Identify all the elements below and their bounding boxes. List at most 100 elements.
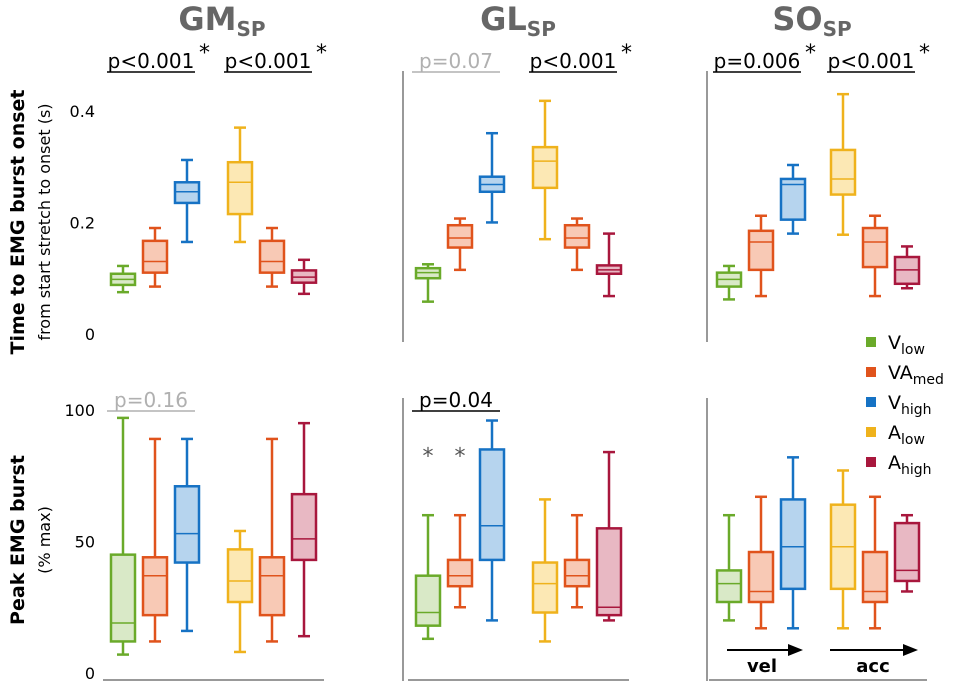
box-iqr	[747, 229, 775, 272]
box-va-med	[563, 217, 591, 272]
box-va-med	[747, 495, 775, 630]
box-iqr	[563, 558, 591, 588]
p-value-label: p<0.001	[108, 49, 195, 73]
box-a-low	[531, 498, 559, 643]
box-iqr	[563, 223, 591, 249]
box-v-low	[109, 264, 137, 294]
box-v-high	[173, 437, 201, 633]
p-value-label: p<0.001	[225, 49, 312, 73]
panel-so_sp-peak	[706, 398, 927, 681]
legend-swatch-a-high	[866, 457, 876, 467]
box-va-med	[258, 226, 286, 288]
box-a-high	[595, 450, 623, 622]
box-iqr	[861, 226, 889, 269]
legend-label-a-low: Alow	[888, 422, 925, 448]
box-a-high	[595, 232, 623, 298]
box-va-med	[563, 513, 591, 609]
box-iqr	[109, 553, 137, 643]
legend-swatch-v-low	[866, 337, 876, 347]
column-title-gl: GLSP	[480, 0, 556, 41]
box-iqr	[446, 223, 474, 249]
box-iqr	[141, 556, 169, 617]
p-value-label: p=0.006	[714, 49, 801, 73]
box-v-high	[779, 163, 807, 235]
p-value-label: p=0.04	[419, 388, 493, 412]
y-tick-label: 100	[64, 401, 95, 420]
box-v-low	[715, 513, 743, 622]
box-iqr	[290, 492, 318, 562]
panel-gm_sp-peak: 0 50 100 p=0.16	[64, 388, 324, 683]
significance-star: *	[621, 41, 632, 66]
p-value-label: p=0.07	[419, 49, 493, 73]
significance-star: *	[919, 41, 930, 66]
box-iqr	[173, 181, 201, 205]
box-v-high	[173, 158, 201, 244]
box-iqr	[829, 148, 857, 196]
legend-label-va-med: VAmed	[888, 362, 944, 388]
box-a-high	[290, 258, 318, 296]
legend-label-v-low: Vlow	[888, 332, 925, 358]
box-a-high	[893, 513, 921, 593]
legend-label-a-high: Ahigh	[888, 452, 932, 478]
box-iqr	[446, 558, 474, 588]
row-subtitle-peak: (% max)	[35, 506, 54, 574]
outlier-star: *	[455, 444, 466, 469]
vel-arrow: vel	[727, 644, 803, 677]
box-v-low: *	[414, 444, 442, 641]
box-iqr	[173, 485, 201, 564]
box-va-med	[861, 495, 889, 630]
row-subtitle-onset: from start stretch to onset (s)	[35, 103, 54, 340]
significance-annotation: p<0.001 *	[107, 41, 210, 73]
box-va-med	[861, 214, 889, 298]
box-iqr	[595, 527, 623, 617]
box-iqr	[779, 498, 807, 591]
box-a-low	[829, 469, 857, 630]
acc-label: acc	[856, 656, 890, 677]
box-v-high	[478, 419, 506, 622]
acc-arrow: acc	[830, 644, 918, 677]
significance-annotation: p=0.04	[412, 388, 500, 412]
box-a-low	[829, 92, 857, 236]
significance-star: *	[805, 41, 816, 66]
box-va-med	[141, 226, 169, 288]
legend-label-v-high: Vhigh	[888, 392, 932, 418]
box-iqr	[531, 561, 559, 614]
y-tick-label: 0	[85, 664, 95, 683]
box-iqr	[258, 556, 286, 617]
row-title-peak: Peak EMG burst	[7, 455, 29, 625]
box-iqr	[226, 548, 254, 604]
significance-annotation: p=0.006 *	[713, 41, 816, 73]
significance-annotation: p<0.001 *	[827, 41, 930, 73]
p-value-label: p<0.001	[828, 49, 915, 73]
box-v-low	[414, 263, 442, 303]
box-a-low	[226, 529, 254, 654]
box-iqr	[893, 521, 921, 583]
panel-so_sp-onset: p=0.006 * p<0.001 *	[706, 41, 930, 342]
panel-gl_sp-onset: p=0.07 p<0.001 *	[402, 41, 632, 342]
box-v-high	[779, 456, 807, 630]
box-iqr	[141, 239, 169, 274]
p-value-label: p<0.001	[530, 49, 617, 73]
box-a-high	[290, 421, 318, 638]
y-tick-label: 0	[85, 325, 95, 344]
column-title-gm: GMSP	[178, 0, 265, 41]
column-title-so: SOSP	[772, 0, 851, 41]
panel-gm_sp-onset: 00.20.4p<0.001 * p<0.001 *	[70, 41, 327, 344]
box-va-med	[141, 437, 169, 643]
y-tick-label: 0.4	[70, 102, 95, 121]
legend: Vlow VAmed Vhigh Alow Ahigh	[866, 332, 944, 478]
box-iqr	[531, 145, 559, 190]
box-va-med	[446, 217, 474, 272]
p-value-label: p=0.16	[114, 388, 188, 412]
box-a-low	[226, 126, 254, 244]
vel-label: vel	[747, 656, 777, 677]
box-va-med	[747, 214, 775, 298]
box-iqr	[747, 550, 775, 604]
significance-star: *	[316, 41, 327, 66]
box-v-low	[109, 416, 137, 656]
box-va-med: *	[446, 444, 474, 609]
panel-gl_sp-peak: * * p=0.04	[402, 388, 629, 681]
legend-swatch-va-med	[866, 367, 876, 377]
box-va-med	[258, 437, 286, 643]
